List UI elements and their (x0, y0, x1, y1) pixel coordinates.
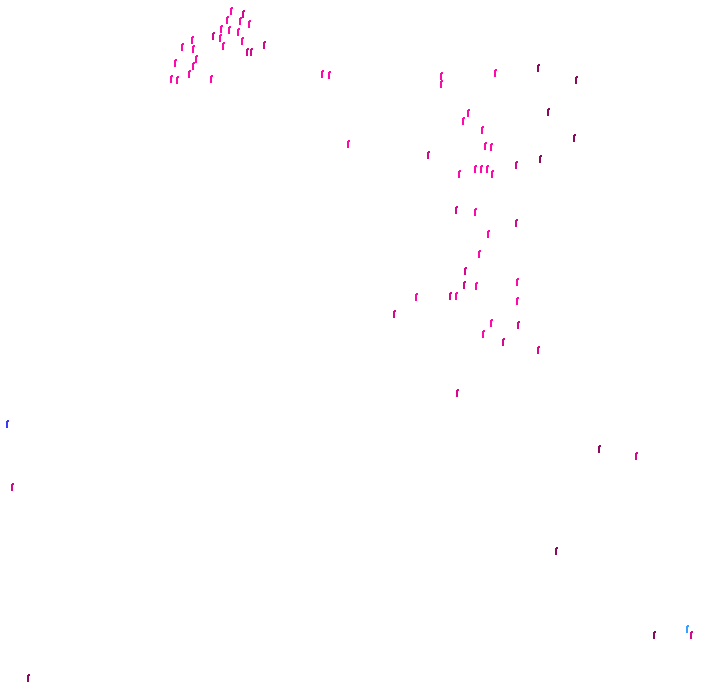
tick-mark (210, 75, 213, 83)
tick-mark (458, 170, 461, 178)
tick-mark (573, 134, 576, 142)
tick-mark (455, 292, 458, 300)
tick-mark (635, 452, 638, 460)
tick-mark (415, 293, 418, 301)
tick-mark (484, 142, 487, 150)
tick-mark (191, 36, 194, 44)
tick-mark (222, 42, 225, 50)
tick-mark (328, 71, 331, 79)
tick-mark (487, 230, 490, 238)
tick-mark (242, 10, 245, 18)
tick-mark (212, 32, 215, 40)
tick-mark (220, 25, 223, 33)
tick-mark (6, 420, 9, 428)
tick-mark (246, 48, 249, 56)
tick-mark (170, 75, 173, 83)
tick-mark (248, 20, 251, 28)
tick-mark (575, 76, 578, 84)
tick-mark (174, 59, 177, 67)
tick-mark (192, 45, 195, 53)
tick-mark (516, 278, 519, 286)
tick-mark (490, 319, 493, 327)
tick-mark (478, 250, 481, 258)
tick-mark (547, 108, 550, 116)
tick-mark (455, 206, 458, 214)
tick-mark (440, 72, 443, 80)
tick-mark (490, 143, 493, 151)
tick-mark (598, 445, 601, 453)
tick-mark (464, 267, 467, 275)
tick-mark (475, 282, 478, 290)
tick-mark (440, 80, 443, 88)
tick-mark (462, 117, 465, 125)
tick-mark (515, 161, 518, 169)
tick-mark (502, 338, 505, 346)
tick-mark (181, 43, 184, 51)
tick-mark (463, 281, 466, 289)
tick-mark (456, 389, 459, 397)
tick-mark (239, 17, 242, 25)
tick-mark (686, 625, 689, 633)
tick-mark (321, 70, 324, 78)
tick-mark (491, 170, 494, 178)
tick-mark (515, 219, 518, 227)
tick-mark (517, 321, 520, 329)
tick-mark (427, 151, 430, 159)
tick-mark (27, 674, 30, 682)
tick-mark (482, 330, 485, 338)
tick-mark (237, 28, 240, 36)
tick-mark (537, 64, 540, 72)
tick-mark (516, 297, 519, 305)
tick-mark (653, 631, 656, 639)
tick-mark (188, 70, 191, 78)
tick-mark (480, 165, 483, 173)
tick-mark (537, 346, 540, 354)
tick-mark (219, 34, 222, 42)
tick-mark (11, 483, 14, 491)
tick-mark (449, 292, 452, 300)
tick-mark (230, 7, 233, 15)
tick-mark (494, 69, 497, 77)
tick-mark (176, 76, 179, 84)
tick-mark (241, 37, 244, 45)
tick-mark (539, 155, 542, 163)
tick-mark (481, 126, 484, 134)
tick-mark (347, 140, 350, 148)
tick-mark (192, 62, 195, 70)
tick-mark (555, 547, 558, 555)
tick-mark (474, 165, 477, 173)
tick-mark (690, 631, 693, 639)
tick-mark (250, 48, 253, 56)
tick-mark (393, 310, 396, 318)
tick-mark (474, 208, 477, 216)
tick-mark (467, 109, 470, 117)
tick-mark (228, 26, 231, 34)
tick-mark (195, 55, 198, 63)
tick-mark (486, 165, 489, 173)
tick-mark (263, 41, 266, 49)
tick-mark (226, 16, 229, 24)
